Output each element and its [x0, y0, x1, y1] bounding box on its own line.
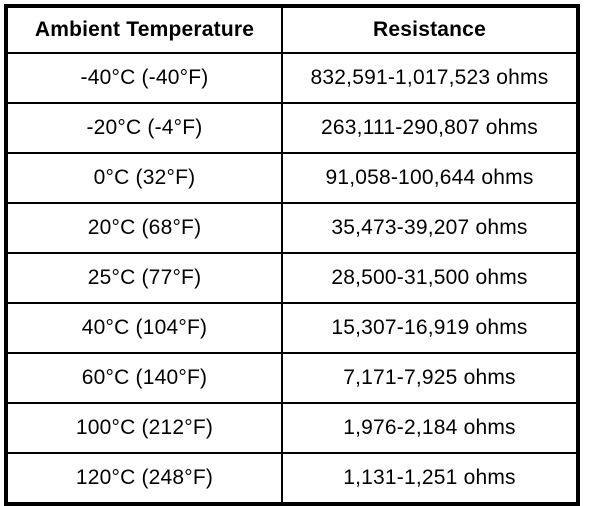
- resistance-cell: 15,307-16,919 ohms: [281, 302, 579, 354]
- table-row: 40°C (104°F) 15,307-16,919 ohms: [5, 302, 579, 354]
- table-row: -40°C (-40°F) 832,591-1,017,523 ohms: [5, 52, 579, 104]
- temperature-cell: 120°C (248°F): [5, 452, 283, 505]
- temperature-cell: -20°C (-4°F): [5, 102, 283, 154]
- table-row: -20°C (-4°F) 263,111-290,807 ohms: [5, 102, 579, 154]
- table-row: 0°C (32°F) 91,058-100,644 ohms: [5, 152, 579, 204]
- resistance-cell: 832,591-1,017,523 ohms: [281, 52, 579, 104]
- temperature-cell: 100°C (212°F): [5, 402, 283, 454]
- resistance-cell: 7,171-7,925 ohms: [281, 352, 579, 404]
- resistance-cell: 263,111-290,807 ohms: [281, 102, 579, 154]
- table-row: 120°C (248°F) 1,131-1,251 ohms: [5, 452, 579, 505]
- resistance-cell: 1,976-2,184 ohms: [281, 402, 579, 454]
- resistance-column-header: Resistance: [281, 5, 579, 54]
- resistance-cell: 91,058-100,644 ohms: [281, 152, 579, 204]
- table-row: 20°C (68°F) 35,473-39,207 ohms: [5, 202, 579, 254]
- resistance-cell: 1,131-1,251 ohms: [281, 452, 579, 505]
- table-row: 60°C (140°F) 7,171-7,925 ohms: [5, 352, 579, 404]
- temperature-cell: -40°C (-40°F): [5, 52, 283, 104]
- table-row: 100°C (212°F) 1,976-2,184 ohms: [5, 402, 579, 454]
- temperature-resistance-table: Ambient Temperature Resistance -40°C (-4…: [4, 4, 580, 506]
- resistance-cell: 35,473-39,207 ohms: [281, 202, 579, 254]
- temperature-cell: 40°C (104°F): [5, 302, 283, 354]
- temperature-cell: 60°C (140°F): [5, 352, 283, 404]
- temperature-cell: 0°C (32°F): [5, 152, 283, 204]
- table-row: 25°C (77°F) 28,500-31,500 ohms: [5, 252, 579, 304]
- table-body: -40°C (-40°F) 832,591-1,017,523 ohms -20…: [5, 52, 579, 505]
- temperature-column-header: Ambient Temperature: [5, 5, 283, 54]
- resistance-cell: 28,500-31,500 ohms: [281, 252, 579, 304]
- temperature-cell: 25°C (77°F): [5, 252, 283, 304]
- temperature-cell: 20°C (68°F): [5, 202, 283, 254]
- table-header-row: Ambient Temperature Resistance: [5, 5, 579, 54]
